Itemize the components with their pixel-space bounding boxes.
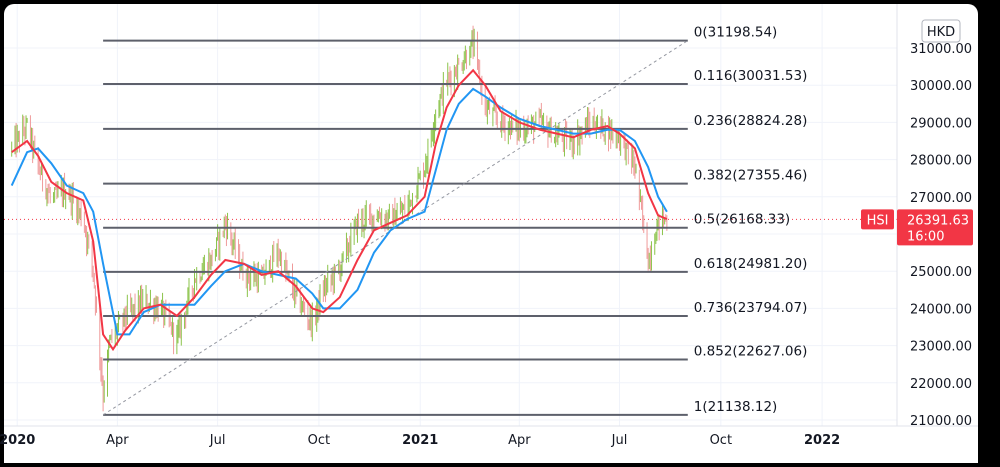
x-tick-6: Jul bbox=[611, 433, 628, 448]
symbol-badge-label: HSI bbox=[867, 213, 889, 228]
last-price-value: 26391.63 bbox=[907, 213, 969, 228]
x-tick-0: 2020 bbox=[0, 433, 35, 448]
fib-label-6: 0.736(23794.07) bbox=[694, 300, 808, 316]
y-tick-7: 24000.00 bbox=[910, 302, 972, 317]
x-tick-3: Oct bbox=[308, 433, 330, 448]
fib-label-5: 0.618(24981.20) bbox=[694, 256, 808, 272]
x-tick-4: 2021 bbox=[402, 433, 438, 448]
fib-trend-line bbox=[102, 40, 689, 416]
y-tick-1: 30000.00 bbox=[910, 79, 972, 94]
y-tick-8: 23000.00 bbox=[910, 340, 972, 355]
y-tick-6: 25000.00 bbox=[910, 265, 972, 280]
fib-label-7: 0.852(22627.06) bbox=[694, 343, 808, 359]
fib-label-0: 0(31198.54) bbox=[694, 25, 778, 41]
y-tick-3: 28000.00 bbox=[910, 154, 972, 169]
fib-label-4: 0.5(26168.33) bbox=[694, 212, 790, 228]
time-axis-ticks: 2020 Apr Jul Oct 2021 Apr Jul Oct 2022 bbox=[0, 433, 840, 448]
currency-box: HKD bbox=[921, 19, 961, 43]
fib-level-labels: 0(31198.54) 0.116(30031.53) 0.236(28824.28… bbox=[694, 25, 808, 415]
y-tick-9: 22000.00 bbox=[910, 377, 972, 392]
y-tick-4: 27000.00 bbox=[910, 191, 972, 206]
last-price-badge-bg bbox=[897, 209, 973, 246]
last-price-badge: 26391.63 16:00 bbox=[897, 209, 973, 246]
currency-box-frame bbox=[921, 19, 961, 43]
y-tick-0: 31000.00 bbox=[910, 42, 972, 57]
y-tick-10: 21000.00 bbox=[910, 414, 972, 429]
symbol-badge[interactable]: HSI bbox=[861, 209, 894, 230]
fib-retracement-lines bbox=[103, 39, 688, 416]
moving-average-slow bbox=[10, 87, 668, 336]
symbol-badge-bg bbox=[861, 209, 894, 230]
fib-label-8: 1(21138.12) bbox=[694, 399, 778, 415]
x-tick-2: Jul bbox=[209, 433, 226, 448]
currency-label: HKD bbox=[927, 25, 955, 40]
fib-label-2: 0.236(28824.28) bbox=[694, 113, 808, 129]
moving-average-fast bbox=[11, 68, 668, 352]
fib-label-3: 0.382(27355.46) bbox=[694, 168, 808, 184]
vertical-gridlines bbox=[16, 4, 823, 426]
x-tick-5: Apr bbox=[508, 433, 531, 448]
y-tick-2: 29000.00 bbox=[910, 116, 972, 131]
x-tick-7: Oct bbox=[710, 433, 732, 448]
last-price-time: 16:00 bbox=[907, 229, 944, 244]
x-tick-8: 2022 bbox=[804, 433, 840, 448]
x-tick-1: Apr bbox=[106, 433, 129, 448]
time-axis-background bbox=[4, 426, 978, 463]
fib-label-1: 0.116(30031.53) bbox=[694, 68, 808, 84]
